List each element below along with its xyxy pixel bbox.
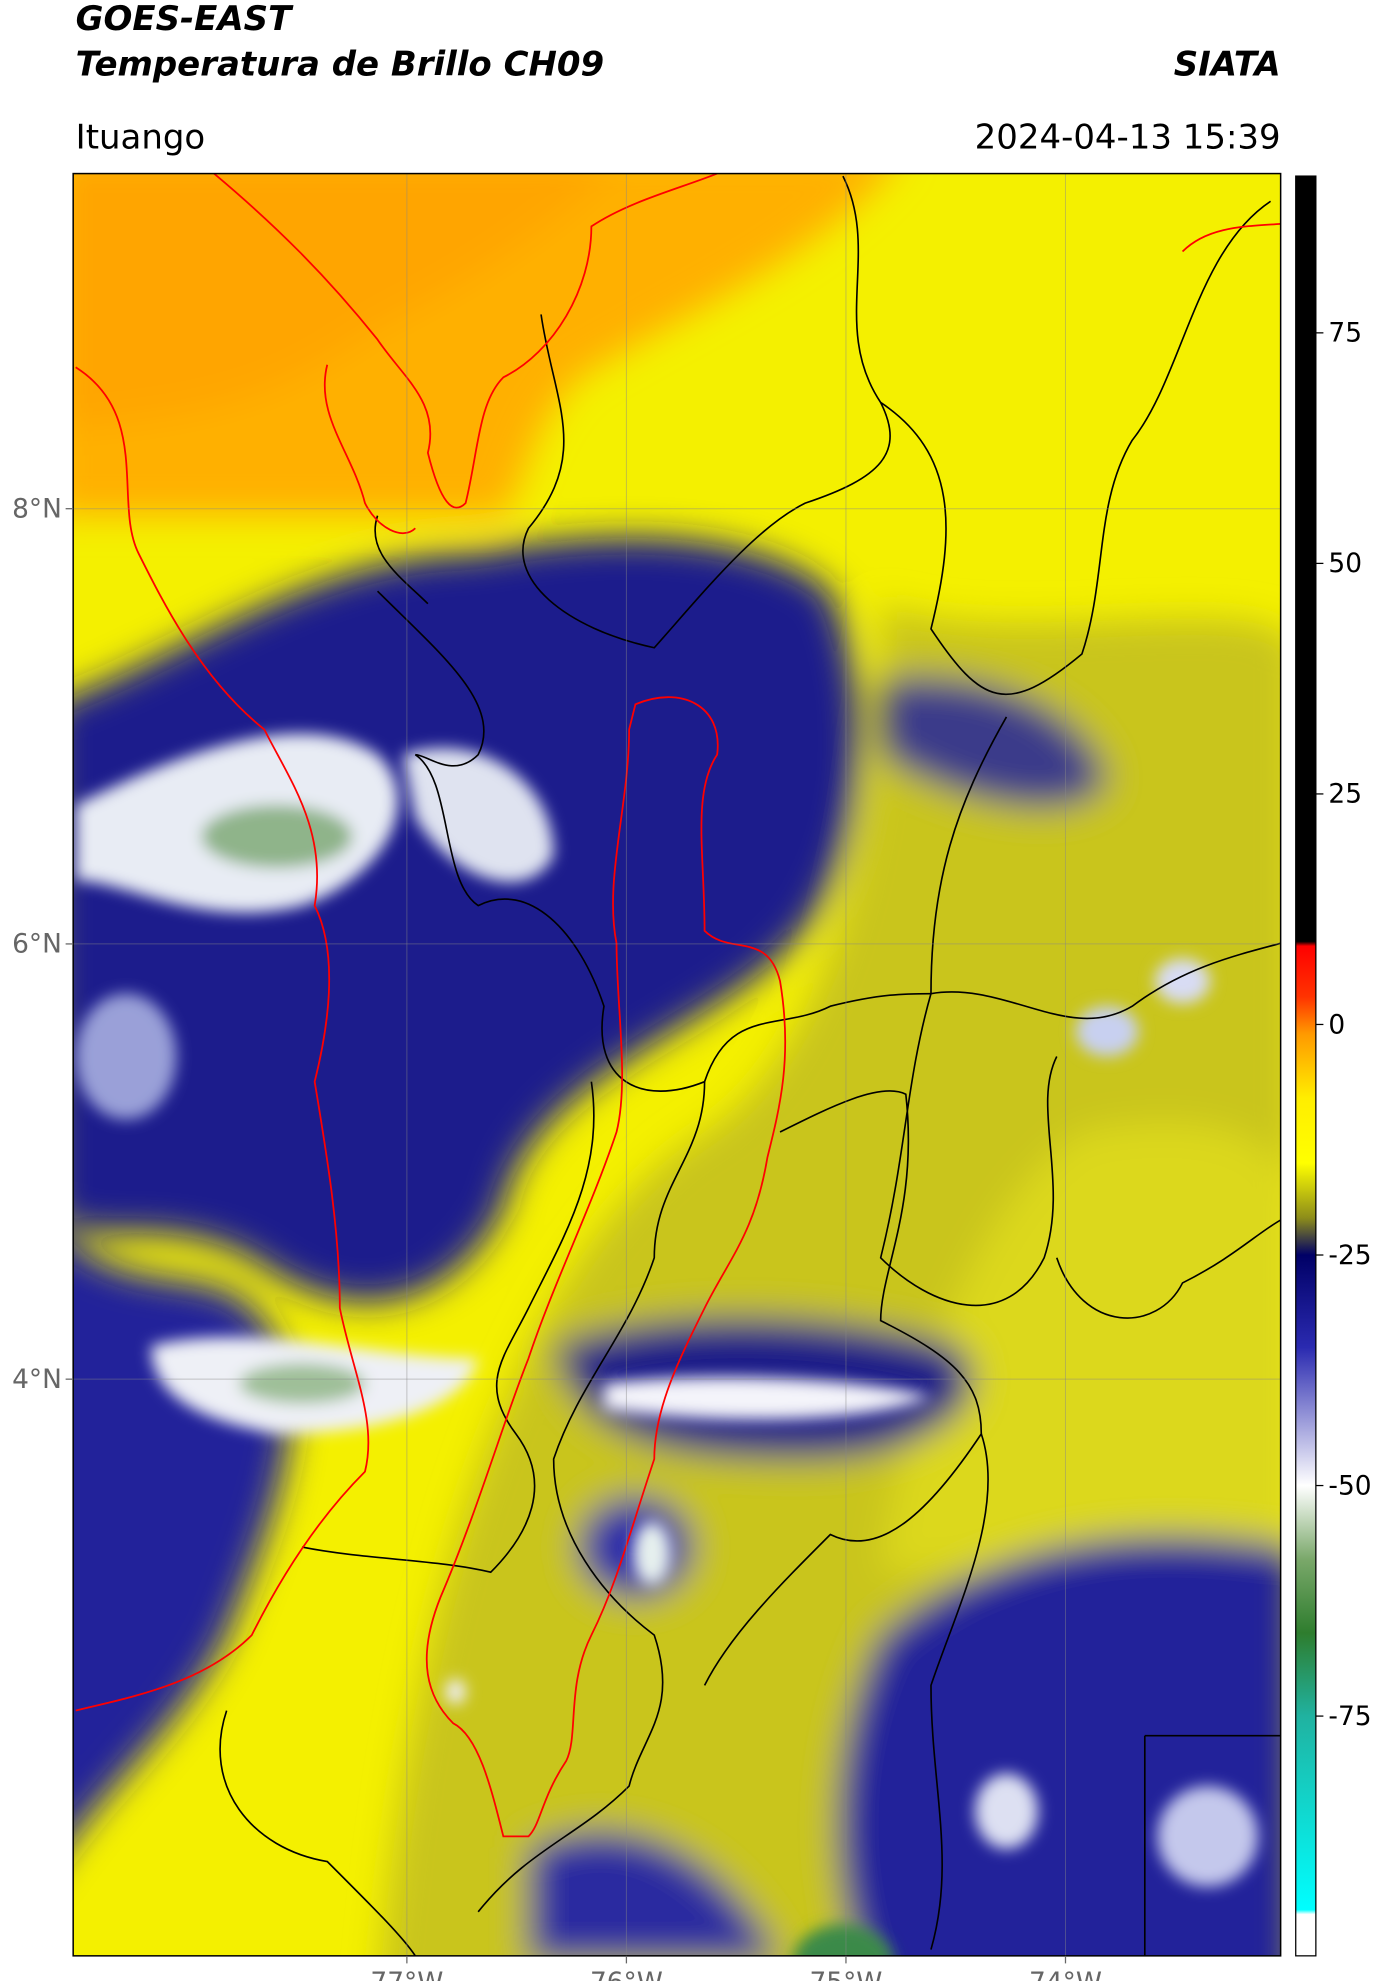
border <box>703 1090 983 1686</box>
cloud-top <box>632 1521 671 1585</box>
border <box>522 314 891 649</box>
border <box>930 716 1281 1020</box>
border <box>301 1081 595 1574</box>
borders <box>219 175 1281 1956</box>
border <box>842 175 1272 695</box>
border <box>414 753 931 1092</box>
source: SIATA <box>1174 44 1281 84</box>
region-outline <box>425 696 787 1838</box>
region: Ituango <box>76 117 206 157</box>
grid <box>73 173 1281 1956</box>
cloud-top <box>75 993 177 1120</box>
colorbar-tick-label: -25 <box>1328 1240 1371 1271</box>
colorbar-tick-label: 0 <box>1328 1009 1345 1040</box>
map-frame <box>72 172 1282 1957</box>
cloud-top <box>201 804 353 868</box>
cloud-top <box>239 1363 365 1404</box>
colorbar-tick-label: 25 <box>1328 779 1362 810</box>
colorbar-tick-label: -75 <box>1328 1701 1371 1732</box>
border <box>376 590 485 767</box>
x-tick-label: 75°W <box>809 1967 882 1981</box>
coastline <box>1181 223 1281 253</box>
border <box>219 1710 416 1956</box>
title: GOES-EAST <box>76 0 294 39</box>
cloud-top <box>402 748 554 883</box>
y-tick-label: 6°N <box>12 929 62 960</box>
cold-cloud <box>880 676 1108 808</box>
coastline <box>213 173 718 509</box>
cloud-top <box>975 1773 1038 1849</box>
colorbar-tick-label: 50 <box>1328 548 1362 579</box>
cloud-top <box>603 1377 931 1420</box>
border <box>1055 1219 1281 1319</box>
cool-region <box>880 1122 1281 1573</box>
datetime: 2024-04-13 15:39 <box>975 117 1281 157</box>
coastline <box>323 364 416 534</box>
cold-cloud <box>73 537 860 1302</box>
y-tick-label: 8°N <box>12 494 62 525</box>
border <box>1143 1734 1281 1956</box>
cloud-top <box>1157 1786 1258 1887</box>
colorbar-tick-label: 75 <box>1328 318 1362 349</box>
coastline <box>75 366 370 1712</box>
x-tick-label: 76°W <box>590 1967 663 1981</box>
colorbar-tick-label: -50 <box>1328 1470 1371 1501</box>
subtitle: Temperatura de Brillo CH09 <box>76 44 604 84</box>
map-image <box>73 173 1281 1956</box>
cold-cloud <box>528 1831 777 1956</box>
border <box>930 1433 989 1950</box>
x-tick-label: 74°W <box>1029 1967 1102 1981</box>
border <box>374 515 429 605</box>
colorbar-ticks: 75 50 25 0 -25 -50 -75 <box>1315 318 1372 1732</box>
border <box>477 1081 706 1913</box>
coastlines <box>75 173 1281 1838</box>
cloud-top <box>793 1924 893 1956</box>
warm-region <box>73 173 606 427</box>
cloud-top <box>1075 1006 1139 1057</box>
x-tick-label: 77°W <box>370 1967 443 1981</box>
y-tick-label: 4°N <box>12 1364 62 1395</box>
cloud-top <box>445 1679 466 1705</box>
cloud-top <box>1154 958 1211 1004</box>
colorbar <box>1295 175 1317 1957</box>
map-ticks: 77°W 76°W 75°W 74°W 8°N 6°N 4°N <box>12 494 1102 1981</box>
